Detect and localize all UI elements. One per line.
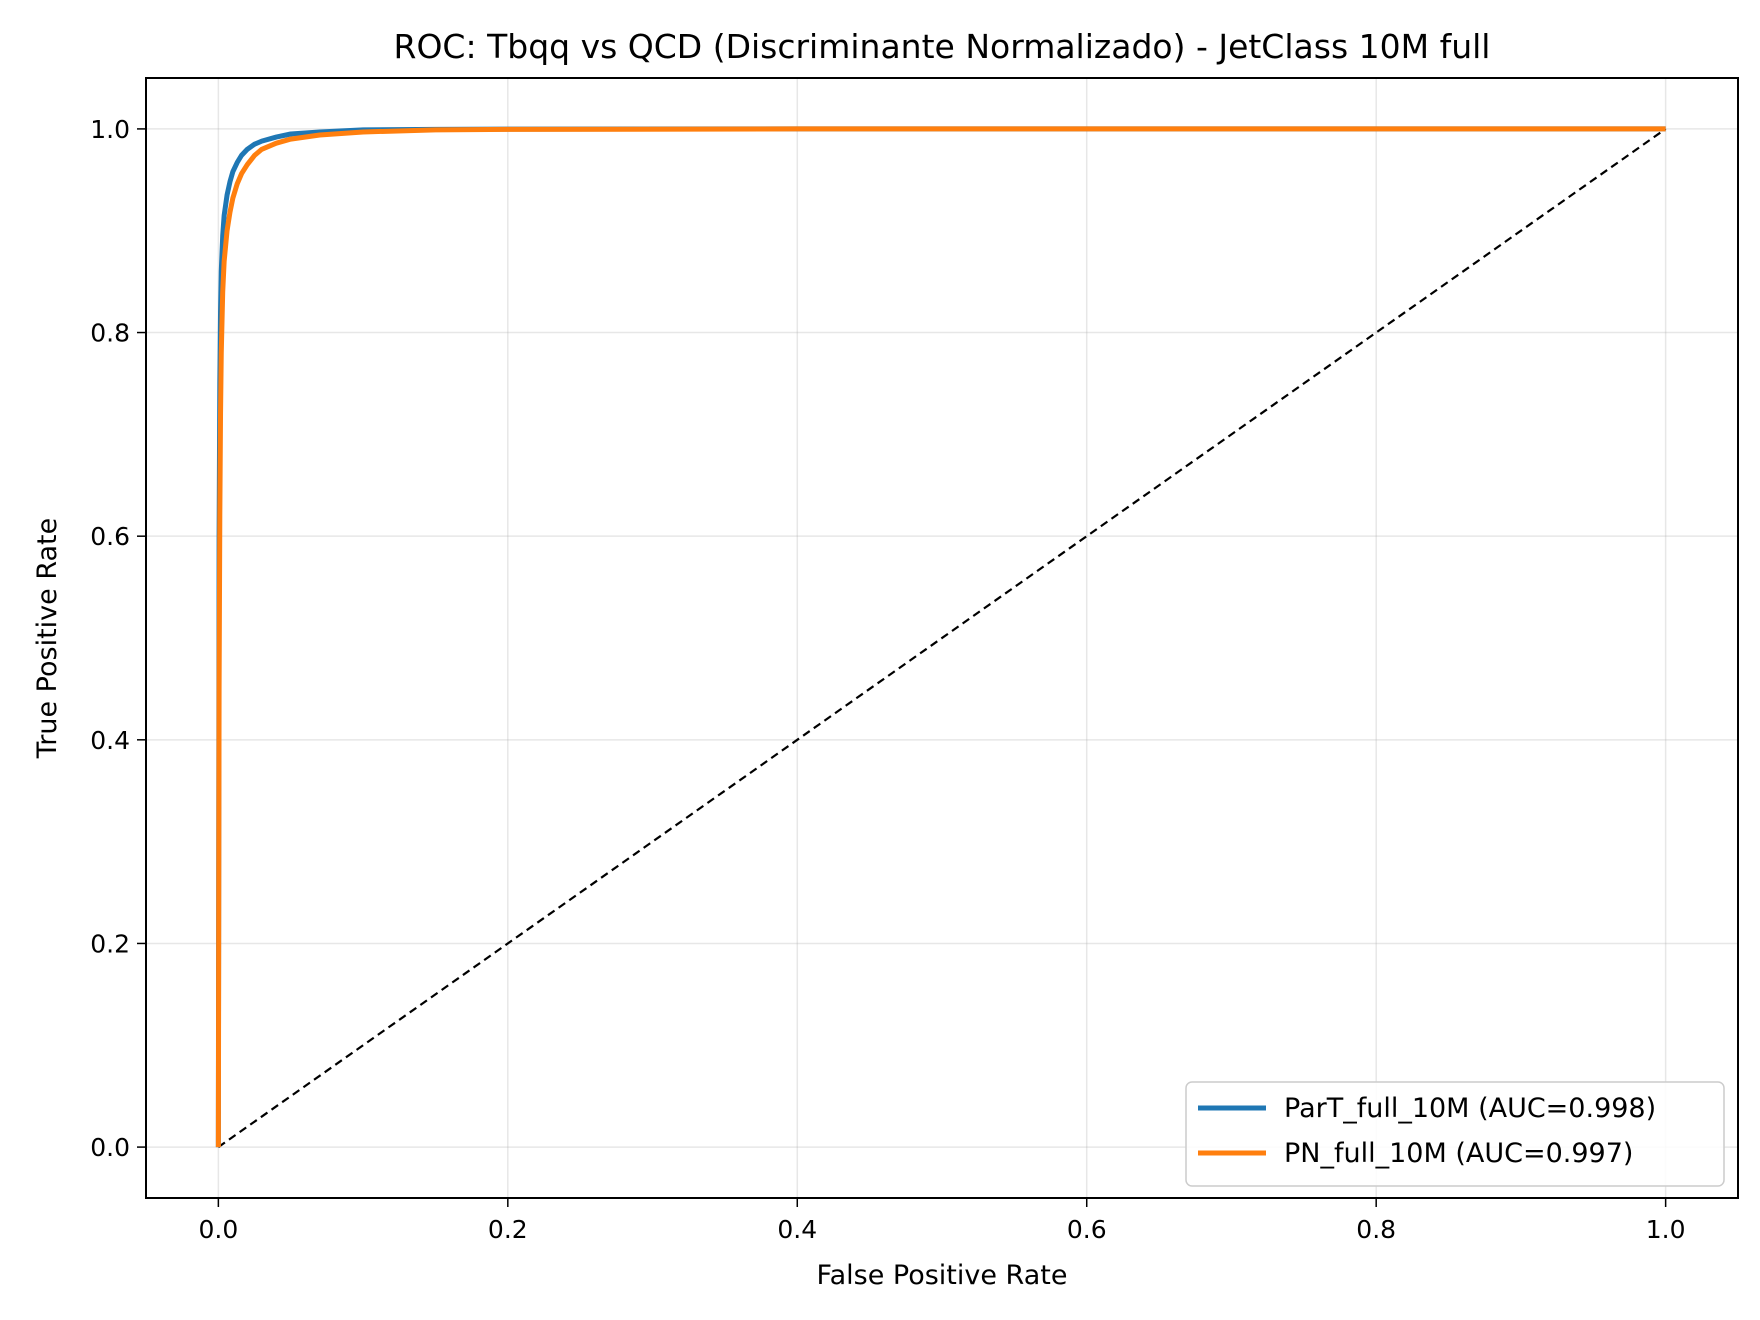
- legend-frame: [1185, 1081, 1725, 1187]
- chart-title: ROC: Tbqq vs QCD (Discriminante Normaliz…: [394, 27, 1491, 66]
- y-axis-label: True Positive Rate: [32, 518, 63, 760]
- x-tick-label: 0.2: [488, 1215, 528, 1244]
- roc-curve-pn: [215, 126, 1666, 1148]
- legend: ParT_full_10M (AUC=0.998) PN_full_10M (A…: [1185, 1081, 1725, 1187]
- x-tick-label: 0.0: [198, 1215, 238, 1244]
- y-tick-label: 0.2: [90, 929, 130, 958]
- y-tick-label: 0.8: [90, 319, 130, 348]
- x-axis-ticks: 0.0 0.2 0.4 0.6 0.8 1.0: [198, 1198, 1686, 1244]
- random-classifier-diagonal: [217, 128, 1667, 1148]
- series-layer: [215, 126, 1667, 1148]
- y-axis-ticks: 0.0 0.2 0.4 0.6 0.8 1.0: [90, 115, 146, 1162]
- x-tick-label: 0.8: [1356, 1215, 1396, 1244]
- y-tick-label: 0.0: [90, 1133, 130, 1162]
- x-axis-label: False Positive Rate: [817, 1260, 1068, 1291]
- plot-frame: [145, 77, 1739, 1199]
- legend-label-pn: PN_full_10M (AUC=0.997): [1284, 1138, 1633, 1169]
- y-tick-label: 0.4: [90, 726, 130, 755]
- x-tick-label: 1.0: [1646, 1215, 1686, 1244]
- x-tick-label: 0.4: [777, 1215, 817, 1244]
- legend-label-part: ParT_full_10M (AUC=0.998): [1284, 1093, 1656, 1124]
- y-tick-label: 1.0: [90, 115, 130, 144]
- y-tick-label: 0.6: [90, 522, 130, 551]
- x-tick-label: 0.6: [1067, 1215, 1107, 1244]
